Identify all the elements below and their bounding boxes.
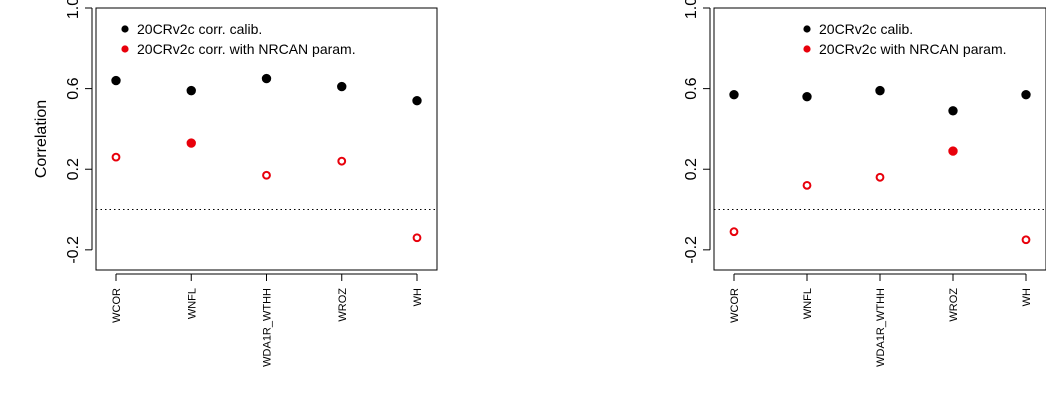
data-point-series-2: [337, 156, 347, 166]
legend-marker: [803, 45, 811, 53]
y-tick-label: 0.6: [683, 77, 700, 99]
y-tick-label: 0.6: [65, 77, 82, 99]
legend-label: 20CRv2c corr. with NRCAN param.: [137, 41, 356, 57]
x-tick-label: WROZ: [948, 288, 960, 322]
left-panel: -0.2 0.2 0.6 1.0 Correlation WCOR WNFL WDA1R_WT…: [33, 0, 438, 367]
data-point-series-1: [1021, 89, 1031, 100]
data-point-series-1: [729, 89, 739, 100]
data-point-series-1: [802, 91, 812, 102]
x-tick-label: WCOR: [729, 288, 741, 323]
data-point-series-1: [261, 73, 272, 84]
x-tick-label: WCOR: [111, 288, 123, 323]
y-tick-label: -0.2: [683, 236, 700, 264]
data-point-series-1: [337, 81, 347, 92]
data-point-series-2: [729, 227, 739, 237]
x-tick-label: WROZ: [337, 288, 349, 322]
x-tick-label: WH: [412, 288, 424, 306]
x-tick-label: WH: [1021, 288, 1033, 306]
y-axis-label: Correlation: [33, 100, 50, 178]
y-tick-label: 0.2: [65, 158, 82, 180]
legend-marker: [121, 45, 129, 53]
plot-frame: [95, 7, 438, 271]
data-point-series-2: [262, 170, 271, 180]
data-point-series-2: [1021, 235, 1031, 245]
y-tick-label: 1.0: [683, 0, 700, 19]
data-point-series-1: [186, 85, 196, 96]
y-tick-label: 1.0: [65, 0, 82, 19]
right-panel: -0.2 0.2 0.6 1.0 WCOR WNFL WDA1R_WTHH WROZ WH 20C…: [683, 0, 1046, 367]
data-point-series-2: [948, 146, 958, 156]
data-point-series-2: [412, 233, 422, 243]
legend-marker: [121, 25, 129, 33]
legend-label: 20CRv2c with NRCAN param.: [819, 41, 1007, 57]
legend-label: 20CRv2c calib.: [819, 21, 913, 37]
data-point-series-2: [875, 172, 885, 182]
x-tick-label: WDA1R_WTHH: [875, 288, 887, 367]
y-tick-label: 0.2: [683, 158, 700, 180]
data-point-series-2: [802, 180, 812, 190]
data-point-series-1: [111, 75, 121, 86]
x-tick-label: WNFL: [186, 288, 198, 319]
data-point-series-1: [412, 96, 422, 106]
data-point-series-2: [186, 138, 196, 148]
plot-frame: [713, 7, 1046, 271]
legend-marker: [803, 25, 811, 33]
data-point-series-1: [875, 85, 885, 96]
x-tick-label: WDA1R_WTHH: [262, 288, 274, 367]
y-tick-label: -0.2: [65, 236, 82, 264]
x-tick-label: WNFL: [802, 288, 814, 319]
data-point-series-2: [111, 152, 121, 162]
legend-label: 20CRv2c corr. calib.: [137, 21, 262, 37]
data-point-series-1: [948, 106, 958, 116]
